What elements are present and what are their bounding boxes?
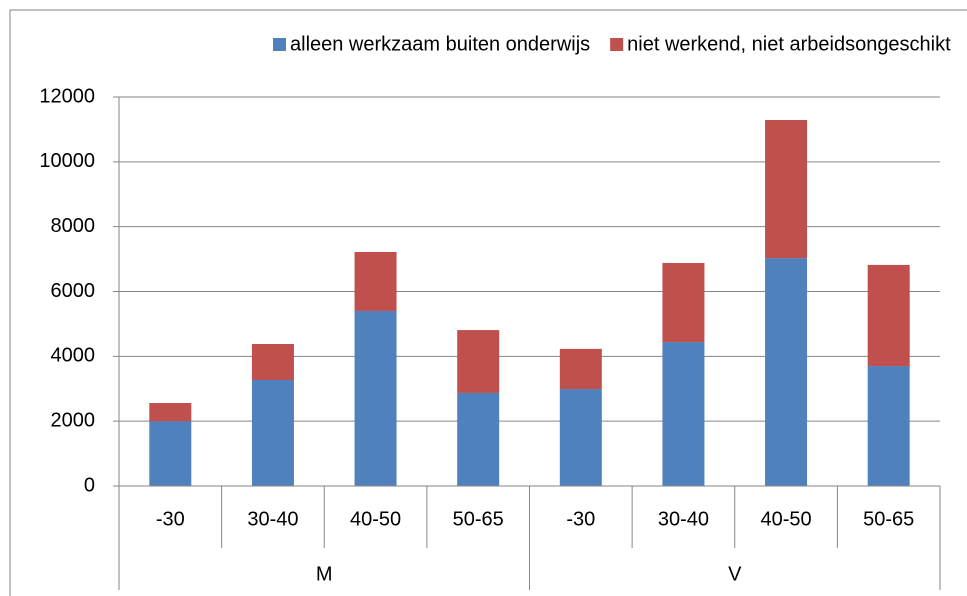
chart-border (9, 9, 967, 596)
bar (867, 264, 910, 367)
legend-label: niet werkend, niet arbeidsongeschikt (627, 33, 951, 55)
legend-swatch (273, 38, 286, 51)
y-tick-label: 6000 (51, 280, 96, 302)
bar (662, 342, 705, 486)
bar (662, 262, 705, 343)
bar (559, 389, 602, 486)
bar (867, 366, 910, 486)
bar (354, 310, 397, 486)
bar (559, 348, 602, 390)
x-tick-label: -30 (156, 508, 185, 530)
bar (765, 120, 808, 259)
bar (251, 379, 294, 486)
y-tick-label: 12000 (39, 85, 95, 107)
x-tick-label: 40-50 (760, 508, 811, 530)
y-tick-label: 8000 (51, 215, 96, 237)
bar (149, 403, 192, 422)
group-label: V (728, 563, 742, 585)
x-tick-label: 30-40 (658, 508, 709, 530)
y-tick-label: 4000 (51, 345, 96, 367)
y-tick-label: 0 (84, 474, 95, 496)
bar (149, 421, 192, 486)
y-tick-label: 2000 (51, 409, 96, 431)
x-tick-label: 40-50 (350, 508, 401, 530)
x-tick-label: -30 (566, 508, 595, 530)
x-tick-label: 50-65 (863, 508, 914, 530)
legend-swatch (610, 38, 624, 51)
x-tick-label: 30-40 (247, 508, 298, 530)
bar (354, 251, 397, 311)
bar (765, 258, 808, 486)
x-tick-label: 50-65 (453, 508, 504, 530)
group-label: M (316, 563, 333, 585)
y-tick-label: 10000 (39, 150, 95, 172)
legend-label: alleen werkzaam buiten onderwijs (290, 33, 590, 55)
bar (457, 392, 500, 486)
bar (251, 344, 294, 380)
bar (457, 330, 500, 393)
